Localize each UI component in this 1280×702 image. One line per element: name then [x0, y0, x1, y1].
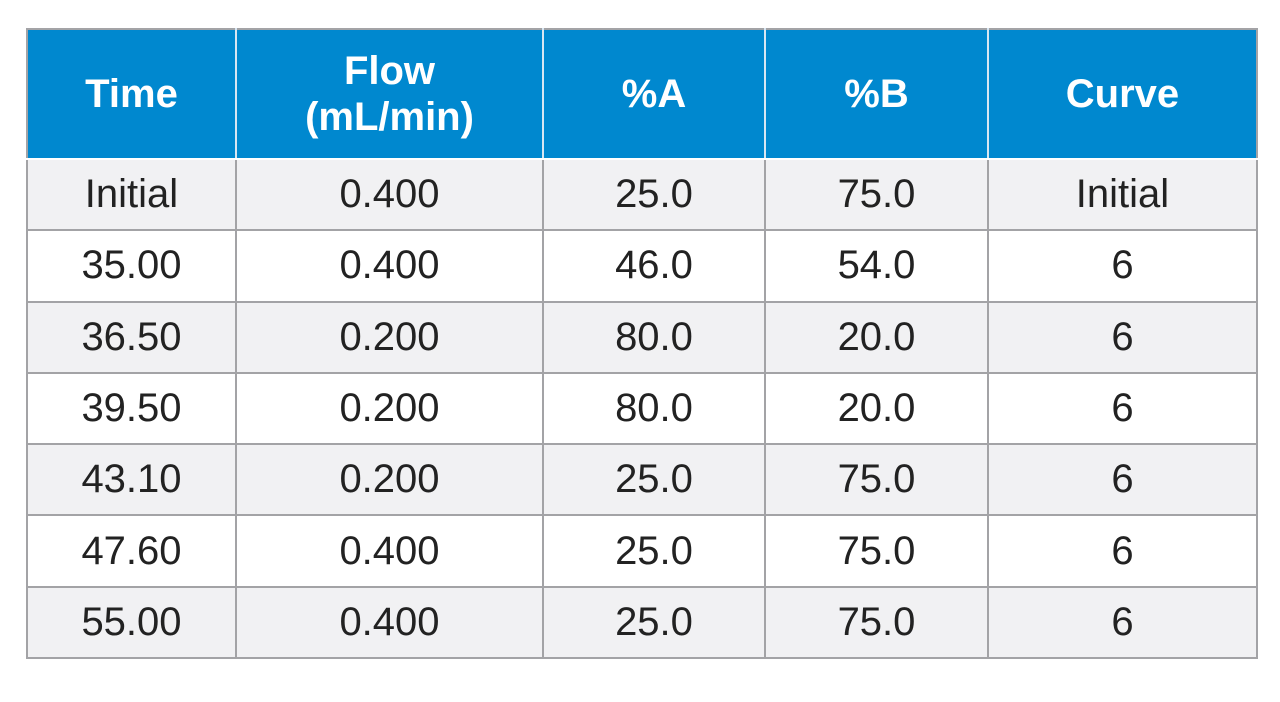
table-cell: Initial: [987, 157, 1258, 232]
table-cell: 25.0: [542, 157, 766, 232]
table-cell: 0.200: [235, 371, 544, 446]
table-cell: 0.200: [235, 443, 544, 517]
table-row: 55.00 0.400 25.0 75.0 6: [26, 585, 1258, 660]
gradient-table: Time Flow (mL/min) %A %B Curve Initial 0.400 2…: [26, 28, 1258, 660]
table-cell: 6: [987, 585, 1258, 660]
table-cell: 46.0: [542, 229, 766, 303]
table-row: 47.60 0.400 25.0 75.0 6: [26, 514, 1258, 588]
header-row: Time Flow (mL/min) %A %B Curve: [26, 28, 1258, 160]
header-cell: Curve: [987, 28, 1258, 160]
table-header: Time Flow (mL/min) %A %B Curve: [26, 28, 1258, 160]
table-cell: 36.50: [26, 300, 237, 374]
table-cell: 6: [987, 443, 1258, 517]
table-cell: 25.0: [542, 443, 766, 517]
header-cell: Time: [26, 28, 237, 160]
table-cell: 75.0: [764, 585, 989, 660]
table-cell: 0.400: [235, 585, 544, 660]
table-cell: 75.0: [764, 157, 989, 232]
table-body: Initial 0.400 25.0 75.0 Initial 35.00 0.400 46.…: [26, 157, 1258, 660]
table-row: 35.00 0.400 46.0 54.0 6: [26, 229, 1258, 303]
table-cell: 47.60: [26, 514, 237, 588]
table-cell: 6: [987, 229, 1258, 303]
table-cell: 75.0: [764, 514, 989, 588]
table-cell: 25.0: [542, 585, 766, 660]
table-cell: 25.0: [542, 514, 766, 588]
table-cell: 75.0: [764, 443, 989, 517]
table-cell: 80.0: [542, 371, 766, 446]
table-cell: 54.0: [764, 229, 989, 303]
table-cell: 20.0: [764, 371, 989, 446]
table-cell: 55.00: [26, 585, 237, 660]
table-cell: 0.400: [235, 157, 544, 232]
header-cell: %A: [542, 28, 766, 160]
header-cell: Flow (mL/min): [235, 28, 544, 160]
table-row: Initial 0.400 25.0 75.0 Initial: [26, 157, 1258, 232]
table-cell: 39.50: [26, 371, 237, 446]
table-cell: 80.0: [542, 300, 766, 374]
table-cell: 20.0: [764, 300, 989, 374]
table-cell: 35.00: [26, 229, 237, 303]
table-row: 39.50 0.200 80.0 20.0 6: [26, 371, 1258, 446]
table-cell: 6: [987, 514, 1258, 588]
table-cell: 6: [987, 300, 1258, 374]
table-cell: Initial: [26, 157, 237, 232]
table-cell: 0.200: [235, 300, 544, 374]
header-cell: %B: [764, 28, 989, 160]
table-row: 43.10 0.200 25.0 75.0 6: [26, 443, 1258, 517]
table-cell: 43.10: [26, 443, 237, 517]
table-cell: 0.400: [235, 229, 544, 303]
table-row: 36.50 0.200 80.0 20.0 6: [26, 300, 1258, 374]
table-cell: 0.400: [235, 514, 544, 588]
table-cell: 6: [987, 371, 1258, 446]
